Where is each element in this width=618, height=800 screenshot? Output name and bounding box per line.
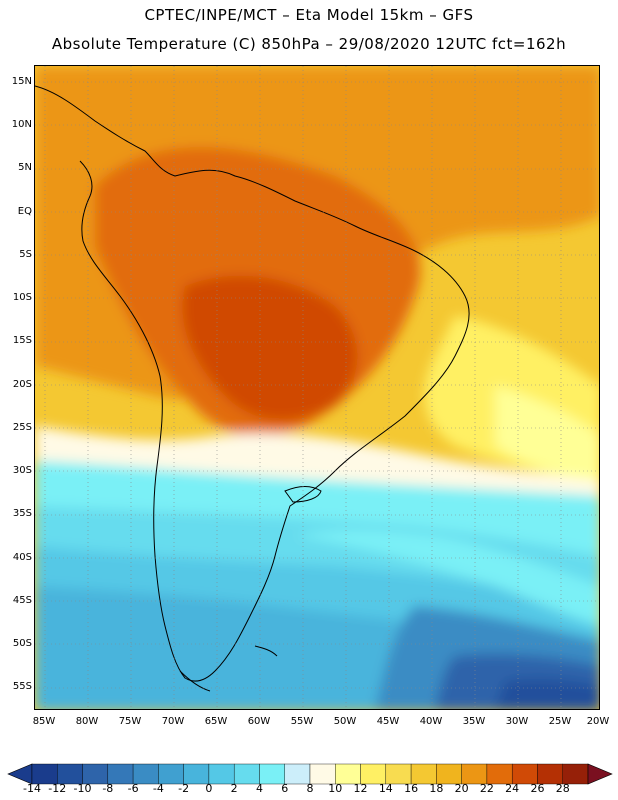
- colorbar-over-arrow: [587, 763, 613, 785]
- colorbar-label: 10: [328, 782, 343, 795]
- colorbar-label: 2: [230, 782, 238, 795]
- colorbar-label: -2: [178, 782, 190, 795]
- lat-label: 5S: [19, 249, 32, 260]
- colorbar-swatch: [335, 763, 361, 785]
- colorbar-swatch: [259, 763, 285, 785]
- colorbar-swatch: [158, 763, 184, 785]
- colorbar-under-arrow: [7, 763, 33, 785]
- lon-label: 20W: [586, 716, 610, 727]
- colorbar-label: 16: [404, 782, 419, 795]
- lat-label: 40S: [12, 552, 32, 563]
- colorbar-swatch: [107, 763, 134, 785]
- colorbar-swatch: [486, 763, 513, 785]
- colorbar-label: 14: [378, 782, 393, 795]
- colorbar-label: -10: [73, 782, 92, 795]
- lon-label: 75W: [118, 716, 142, 727]
- lat-label: 45S: [12, 595, 32, 606]
- lat-label: 35S: [12, 508, 32, 519]
- colorbar-swatch: [57, 763, 83, 785]
- colorbar-label: 8: [306, 782, 314, 795]
- lon-label: 50W: [333, 716, 357, 727]
- lon-label: 80W: [75, 716, 99, 727]
- colorbar-swatch: [82, 763, 109, 785]
- lat-label: 10S: [12, 292, 32, 303]
- colorbar-label: 4: [255, 782, 263, 795]
- lat-label: 15S: [12, 335, 32, 346]
- colorbar-swatch: [233, 763, 260, 785]
- colorbar-swatch: [461, 763, 488, 785]
- lat-label: 50S: [12, 638, 32, 649]
- map-title-line2: Absolute Temperature (C) 850hPa – 29/08/…: [51, 35, 567, 53]
- colorbar-swatch: [309, 763, 336, 785]
- colorbar-label: 0: [205, 782, 213, 795]
- colorbar-swatch: [284, 763, 311, 785]
- colorbar-swatch: [436, 763, 462, 785]
- colorbar-label: 24: [505, 782, 520, 795]
- colorbar-swatch: [132, 763, 159, 785]
- colorbar-label: 18: [429, 782, 444, 795]
- lat-label: 10N: [11, 119, 32, 130]
- colorbar-swatch: [31, 763, 58, 785]
- lat-label: 20S: [12, 379, 32, 390]
- colorbar-label: 12: [353, 782, 368, 795]
- lat-label: 15N: [11, 76, 32, 87]
- colorbar-label: 22: [479, 782, 494, 795]
- lon-label: 40W: [419, 716, 443, 727]
- lat-label: 55S: [12, 681, 32, 692]
- lon-label: 35W: [462, 716, 486, 727]
- colorbar: [7, 763, 613, 785]
- coastline: [35, 85, 470, 692]
- lon-label: 70W: [161, 716, 185, 727]
- colorbar-label: 26: [530, 782, 545, 795]
- lon-label: 60W: [247, 716, 271, 727]
- lat-label: 30S: [12, 465, 32, 476]
- colorbar-swatch: [410, 763, 437, 785]
- lon-label: 55W: [290, 716, 314, 727]
- colorbar-swatch: [360, 763, 387, 785]
- lat-label: EQ: [17, 206, 32, 217]
- temperature-field: [35, 66, 599, 709]
- lat-label: 5N: [18, 162, 32, 173]
- lon-label: 85W: [32, 716, 56, 727]
- temperature-map: [34, 65, 600, 710]
- lat-label: 25S: [12, 422, 32, 433]
- colorbar-swatch: [183, 763, 210, 785]
- lon-label: 65W: [204, 716, 228, 727]
- colorbar-label: -14: [23, 782, 41, 795]
- colorbar-swatch: [511, 763, 538, 785]
- colorbar-label: 28: [555, 782, 570, 795]
- lon-label: 30W: [505, 716, 529, 727]
- colorbar-swatch: [562, 763, 589, 785]
- colorbar-label: 20: [454, 782, 469, 795]
- lon-label: 45W: [376, 716, 400, 727]
- lon-label: 25W: [548, 716, 572, 727]
- colorbar-label: -6: [127, 782, 139, 795]
- colorbar-label: -4: [152, 782, 164, 795]
- colorbar-label: -8: [102, 782, 114, 795]
- colorbar-label: 6: [281, 782, 289, 795]
- map-title-line1: CPTEC/INPE/MCT – Eta Model 15km – GFS: [144, 6, 474, 24]
- colorbar-swatch: [385, 763, 412, 785]
- colorbar-label: -12: [48, 782, 67, 795]
- colorbar-swatch: [537, 763, 563, 785]
- colorbar-swatch: [208, 763, 235, 785]
